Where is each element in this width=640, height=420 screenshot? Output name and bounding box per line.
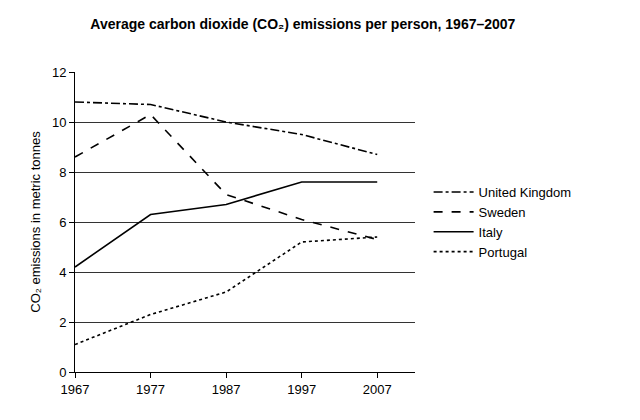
svg-text:1997: 1997 bbox=[287, 382, 316, 397]
svg-text:10: 10 bbox=[52, 115, 66, 130]
svg-text:1987: 1987 bbox=[212, 382, 241, 397]
svg-text:0: 0 bbox=[59, 365, 66, 380]
svg-text:1967: 1967 bbox=[61, 382, 90, 397]
svg-text:4: 4 bbox=[59, 265, 66, 280]
svg-text:Sweden: Sweden bbox=[479, 205, 526, 220]
svg-text:Average carbon dioxide (CO₂) e: Average carbon dioxide (CO₂) emissions p… bbox=[90, 16, 515, 32]
svg-text:United Kingdom: United Kingdom bbox=[479, 185, 571, 200]
svg-text:12: 12 bbox=[52, 65, 66, 80]
svg-text:Portugal: Portugal bbox=[479, 245, 528, 260]
svg-text:Italy: Italy bbox=[479, 225, 503, 240]
svg-text:CO₂ emissions in metric tonnes: CO₂ emissions in metric tonnes bbox=[28, 131, 43, 313]
svg-text:6: 6 bbox=[59, 215, 66, 230]
svg-text:2007: 2007 bbox=[363, 382, 392, 397]
svg-text:8: 8 bbox=[59, 165, 66, 180]
svg-text:2: 2 bbox=[59, 315, 66, 330]
svg-text:1977: 1977 bbox=[136, 382, 165, 397]
